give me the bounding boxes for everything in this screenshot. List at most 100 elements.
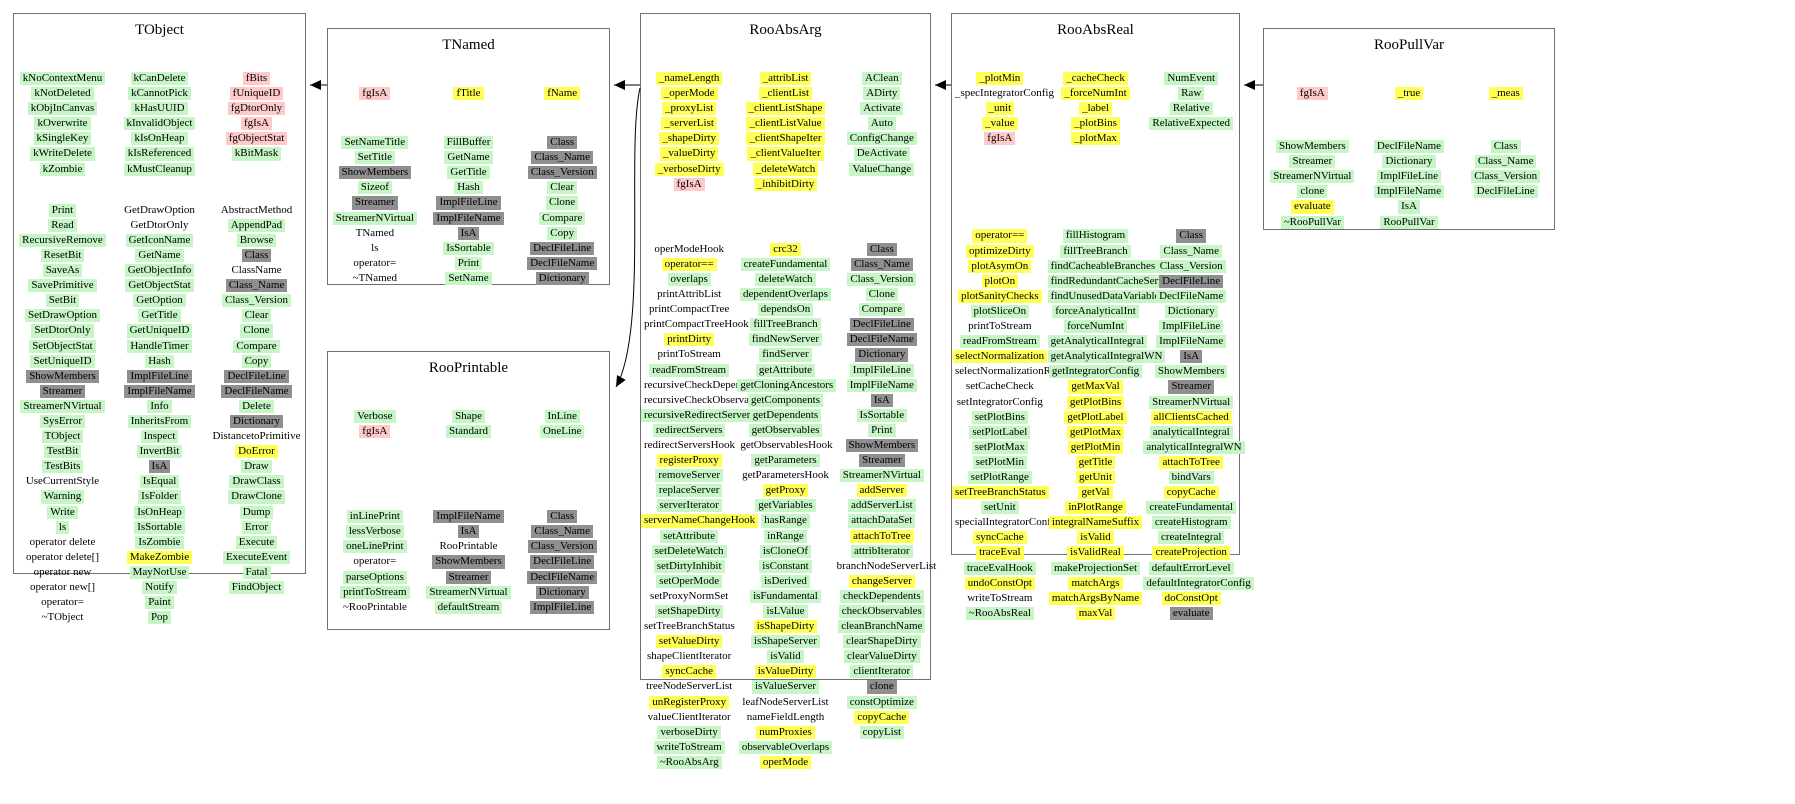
member-item[interactable]: ~RooAbsArg	[656, 755, 722, 770]
member-item[interactable]: createFundamental	[740, 257, 831, 271]
member-item[interactable]: IsA	[1180, 350, 1203, 364]
member-item[interactable]: Shape	[452, 410, 485, 424]
member-item[interactable]: Class_Name	[1160, 244, 1222, 258]
member-item[interactable]: ~TObject	[41, 611, 84, 624]
member-item[interactable]: Standard	[445, 425, 492, 439]
member-item[interactable]: getPlotMin	[1067, 440, 1124, 454]
member-item[interactable]: dependsOn	[757, 303, 814, 317]
member-item[interactable]: Hash	[454, 181, 483, 195]
member-item[interactable]: kIsReferenced	[124, 147, 195, 161]
member-item[interactable]: Dictionary	[1164, 304, 1218, 319]
member-item[interactable]: Execute	[235, 535, 278, 549]
member-item[interactable]: ~TNamed	[352, 271, 398, 284]
member-item[interactable]: setDeleteWatch	[651, 544, 727, 558]
member-item[interactable]: GetObjectInfo	[124, 264, 195, 278]
member-item[interactable]: setIntegratorConfig	[956, 395, 1043, 408]
member-item[interactable]: checkObservables	[838, 605, 925, 619]
member-item[interactable]: DeclFileLine	[1473, 185, 1538, 199]
member-item[interactable]: getParametersHook	[742, 469, 829, 482]
member-item[interactable]: addServer	[856, 484, 908, 498]
member-item[interactable]: registerProxy	[656, 454, 722, 468]
member-item[interactable]: Class_Version	[527, 540, 597, 554]
member-item[interactable]: Class_Version	[847, 272, 917, 287]
member-item[interactable]: ~RooPullVar	[1280, 215, 1344, 229]
member-item[interactable]: Dictionary	[535, 585, 589, 599]
member-item[interactable]: serverNameChangeHook	[641, 514, 759, 528]
member-item[interactable]: setPlotMin	[972, 455, 1027, 469]
member-item[interactable]: operator=	[353, 256, 397, 269]
member-item[interactable]: _verboseDirty	[654, 162, 724, 176]
member-item[interactable]: printCompactTree	[649, 303, 730, 316]
member-item[interactable]: DrawClass	[229, 475, 284, 489]
member-item[interactable]: getCloningAncestors	[737, 378, 837, 392]
member-item[interactable]: hasRange	[761, 514, 810, 528]
member-item[interactable]: Compare	[233, 339, 280, 353]
member-item[interactable]: Hash	[145, 354, 174, 368]
member-item[interactable]: Dictionary	[1382, 155, 1436, 169]
member-item[interactable]: fTitle	[453, 87, 484, 101]
member-item[interactable]: _plotMin	[976, 72, 1024, 86]
member-item[interactable]: kBitMask	[231, 147, 282, 161]
member-item[interactable]: fUniqueID	[229, 87, 284, 101]
member-item[interactable]: SetBit	[45, 294, 80, 308]
member-item[interactable]: treeNodeServerList	[646, 680, 733, 693]
member-item[interactable]: operator delete[]	[26, 550, 99, 563]
member-item[interactable]: isShapeServer	[751, 635, 820, 649]
member-item[interactable]: Streamer	[445, 570, 492, 584]
member-item[interactable]: kIsOnHeap	[131, 132, 188, 146]
member-item[interactable]: operator delete	[29, 535, 96, 548]
member-item[interactable]: MakeZombie	[126, 550, 193, 564]
member-item[interactable]: operator==	[661, 257, 717, 271]
member-item[interactable]: getAnalyticalIntegral	[1047, 335, 1148, 349]
member-item[interactable]: Compare	[858, 303, 905, 317]
member-item[interactable]: makeProjectionSet	[1050, 561, 1141, 575]
member-item[interactable]: GetUniqueID	[126, 324, 193, 338]
member-item[interactable]: AClean	[862, 72, 902, 86]
member-item[interactable]: getPlotLabel	[1064, 410, 1127, 424]
member-item[interactable]: Clone	[546, 196, 579, 210]
member-item[interactable]: GetTitle	[447, 166, 490, 180]
member-item[interactable]: analyticalIntegral	[1149, 425, 1233, 439]
member-item[interactable]: getObservables	[748, 423, 823, 437]
member-item[interactable]: Info	[147, 399, 172, 413]
member-item[interactable]: UseCurrentStyle	[25, 475, 100, 488]
member-item[interactable]: DeclFileName	[221, 384, 292, 398]
member-item[interactable]: ConfigChange	[846, 132, 917, 146]
member-item[interactable]: inLinePrint	[346, 510, 403, 524]
member-item[interactable]: fgIsA	[984, 132, 1016, 146]
member-item[interactable]: getUnit	[1076, 470, 1115, 485]
member-item[interactable]: Class_Version	[527, 166, 597, 180]
member-item[interactable]: specialIntegratorConfig	[955, 516, 1060, 529]
member-item[interactable]: Print	[48, 203, 77, 217]
member-item[interactable]: recursiveCheckDependents	[644, 378, 765, 391]
member-item[interactable]: InvertBit	[136, 445, 183, 459]
member-item[interactable]: Class	[1490, 140, 1521, 154]
member-item[interactable]: fgIsA	[359, 425, 391, 439]
member-item[interactable]: isValueServer	[751, 680, 820, 694]
member-item[interactable]: _operMode	[660, 87, 718, 101]
member-item[interactable]: fgIsA	[240, 117, 273, 131]
member-item[interactable]: fillTreeBranch	[1060, 244, 1131, 258]
member-item[interactable]: operator==	[972, 229, 1028, 243]
member-item[interactable]: Inspect	[140, 430, 179, 444]
member-item[interactable]: IsSortable	[443, 241, 494, 255]
member-item[interactable]: shapeClientIterator	[647, 650, 732, 663]
member-item[interactable]: dependentOverlaps	[740, 288, 831, 302]
member-item[interactable]: ShowMembers	[338, 166, 412, 180]
member-item[interactable]: SavePrimitive	[28, 279, 97, 293]
member-item[interactable]: createIntegral	[1157, 531, 1225, 545]
member-item[interactable]: SaveAs	[42, 264, 83, 278]
member-item[interactable]: IsA	[1398, 200, 1420, 214]
member-item[interactable]: setPlotRange	[967, 470, 1032, 485]
member-item[interactable]: checkDependents	[840, 589, 924, 603]
member-item[interactable]: DeclFileName	[1156, 289, 1227, 303]
member-item[interactable]: kZombie	[39, 162, 86, 176]
member-item[interactable]: Copy	[241, 354, 272, 368]
member-item[interactable]: inPlotRange	[1065, 501, 1126, 515]
member-item[interactable]: DeclFileLine	[1159, 274, 1224, 288]
member-item[interactable]: StreamerNVirtual	[332, 211, 417, 225]
member-item[interactable]: leafNodeServerList	[742, 695, 829, 708]
member-item[interactable]: _shapeDirty	[659, 132, 720, 146]
member-item[interactable]: numProxies	[756, 725, 815, 739]
member-item[interactable]: SetName	[445, 271, 492, 286]
